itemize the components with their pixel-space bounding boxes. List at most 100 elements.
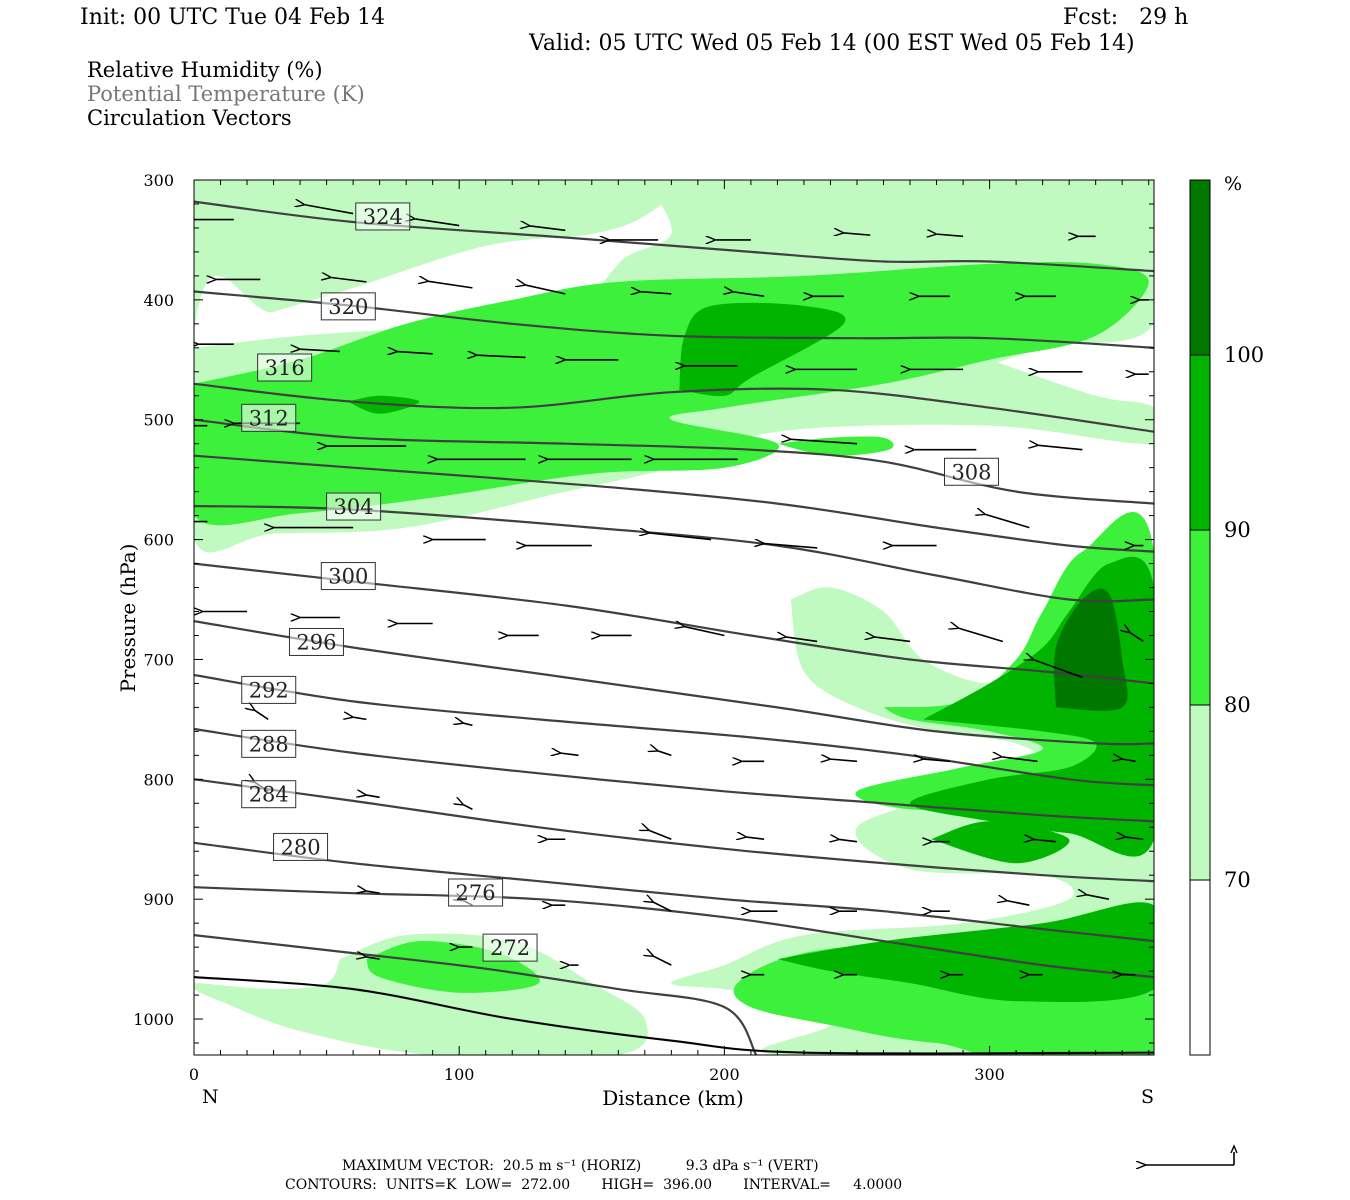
circulation-vector [654,956,672,966]
circulation-vector [305,205,354,215]
isentrope-line [194,778,1154,883]
isentrope-label-box [241,729,297,758]
isentrope-line [194,727,1154,823]
circulation-vector [747,837,765,839]
circulation-vectors [194,205,1149,975]
isentrope-line [194,382,1154,433]
isentrope-label: 284 [249,783,289,807]
x-end-label-left: N [202,1086,219,1108]
circulation-vector [658,751,672,757]
circulation-vector [415,219,460,227]
y-tick-label: 1000 [133,1010,174,1029]
x-tick-label: 300 [974,1065,1005,1084]
colorbar-label: 70 [1224,868,1251,892]
isentrope-line [194,418,1154,505]
x-tick-label: 100 [444,1065,475,1084]
colorbar-segment [1190,180,1210,355]
y-tick-label: 500 [143,411,174,430]
circulation-vector [397,352,433,354]
isentrope-label-box [241,780,297,809]
circulation-vector [733,292,765,298]
circulation-vector [1038,445,1083,451]
valid-time: Valid: 05 UTC Wed 05 Feb 14 (00 EST Wed … [529,31,1135,56]
circulation-vector [1034,839,1056,841]
circulation-vector [331,277,367,283]
isentrope-label-box [320,562,376,591]
y-tick-label: 700 [143,650,174,669]
max-vector-note: MAXIMUM VECTOR: 20.5 m s⁻¹ (HORIZ) 9.3 d… [342,1158,819,1174]
circulation-vector [786,637,818,643]
circulation-vector [959,628,1004,643]
isentrope-label-box [241,403,297,432]
circulation-vector [831,759,858,761]
circulation-vector [561,753,579,755]
circulation-vector [875,637,911,643]
circulation-vector [1130,633,1144,643]
isentrope-label: 324 [363,205,403,229]
circulation-vector [366,957,380,960]
field-rh-label: Relative Humidity (%) [87,58,323,82]
x-tick-label: 200 [709,1065,740,1084]
y-axis-label: Pressure (hPa) [116,544,140,693]
rh-region-80 [777,436,894,456]
isentrope-label-box [326,492,382,521]
rh-shading [194,180,1154,1055]
circulation-vector [937,234,964,236]
circulation-vector [526,285,566,295]
colorbar-label: 80 [1224,693,1251,717]
circulation-vector [366,795,380,799]
isentrope-label: 312 [249,406,289,430]
x-tick-label: 0 [189,1065,199,1084]
isentrope-labels: 324 320 316 312 308 304 300 296 292 288 284 280 276 2… [241,202,999,962]
isentrope-label-box [288,627,344,656]
circulation-vector [844,233,871,235]
circulation-vector [923,759,950,761]
plot-frame [193,179,1155,1056]
isentrope-label: 280 [281,835,321,859]
reference-vector-vert-head [1230,1144,1238,1154]
rh-region-100 [1053,588,1128,711]
circulation-vector [477,355,526,357]
circulation-vector [255,711,269,721]
circulation-vector [1122,759,1136,763]
circulation-vector [530,226,566,232]
rh-region-90 [777,902,1154,1002]
isentrope-label-box [273,832,329,861]
isentrope-label: 272 [490,936,530,960]
isentrope-label: 288 [249,732,289,756]
colorbar-label: 90 [1224,518,1251,542]
rh-region-90 [679,302,846,397]
isentrope-line [194,454,1154,553]
circulation-vector [464,723,473,727]
rh-region-70 [194,933,648,1055]
circulation-vector [353,717,367,721]
isentrope-label-box [320,292,376,321]
colorbar-segment [1190,705,1210,880]
isentrope-line [194,620,1154,746]
colorbar-label: 100 [1224,343,1264,367]
isentrope-line [194,841,1154,943]
isentrope-line [194,200,1154,273]
x-tick-labels: 0 100 200 300 [189,1065,1005,1084]
circulation-vector [1087,895,1110,900]
x-end-label-right: S [1141,1086,1154,1108]
isentrope-label: 308 [951,460,991,484]
isentrope-line [194,934,758,1055]
init-time: Init: 00 UTC Tue 04 Feb 14 [80,5,386,30]
circulation-vector [839,839,858,841]
circulation-vector [1034,660,1083,679]
circulation-vector [300,349,340,351]
colorbar-segment [1190,355,1210,530]
colorbar: 70 80 90 100 [1189,179,1264,1056]
field-vectors-label: Circulation Vectors [87,106,292,130]
y-tick-label: 600 [143,531,174,550]
isentrope-line [194,673,1154,787]
circulation-vector [791,439,858,445]
colorbar-segment [1190,880,1210,1055]
isentrope-label: 300 [328,565,368,589]
circulation-vector [428,281,473,289]
x-axis-label: Distance (km) [602,1086,744,1110]
forecast-hour: Fcst: 29 h [1063,5,1189,30]
colorbar-unit: % [1224,173,1242,195]
circulation-vector [985,514,1030,529]
